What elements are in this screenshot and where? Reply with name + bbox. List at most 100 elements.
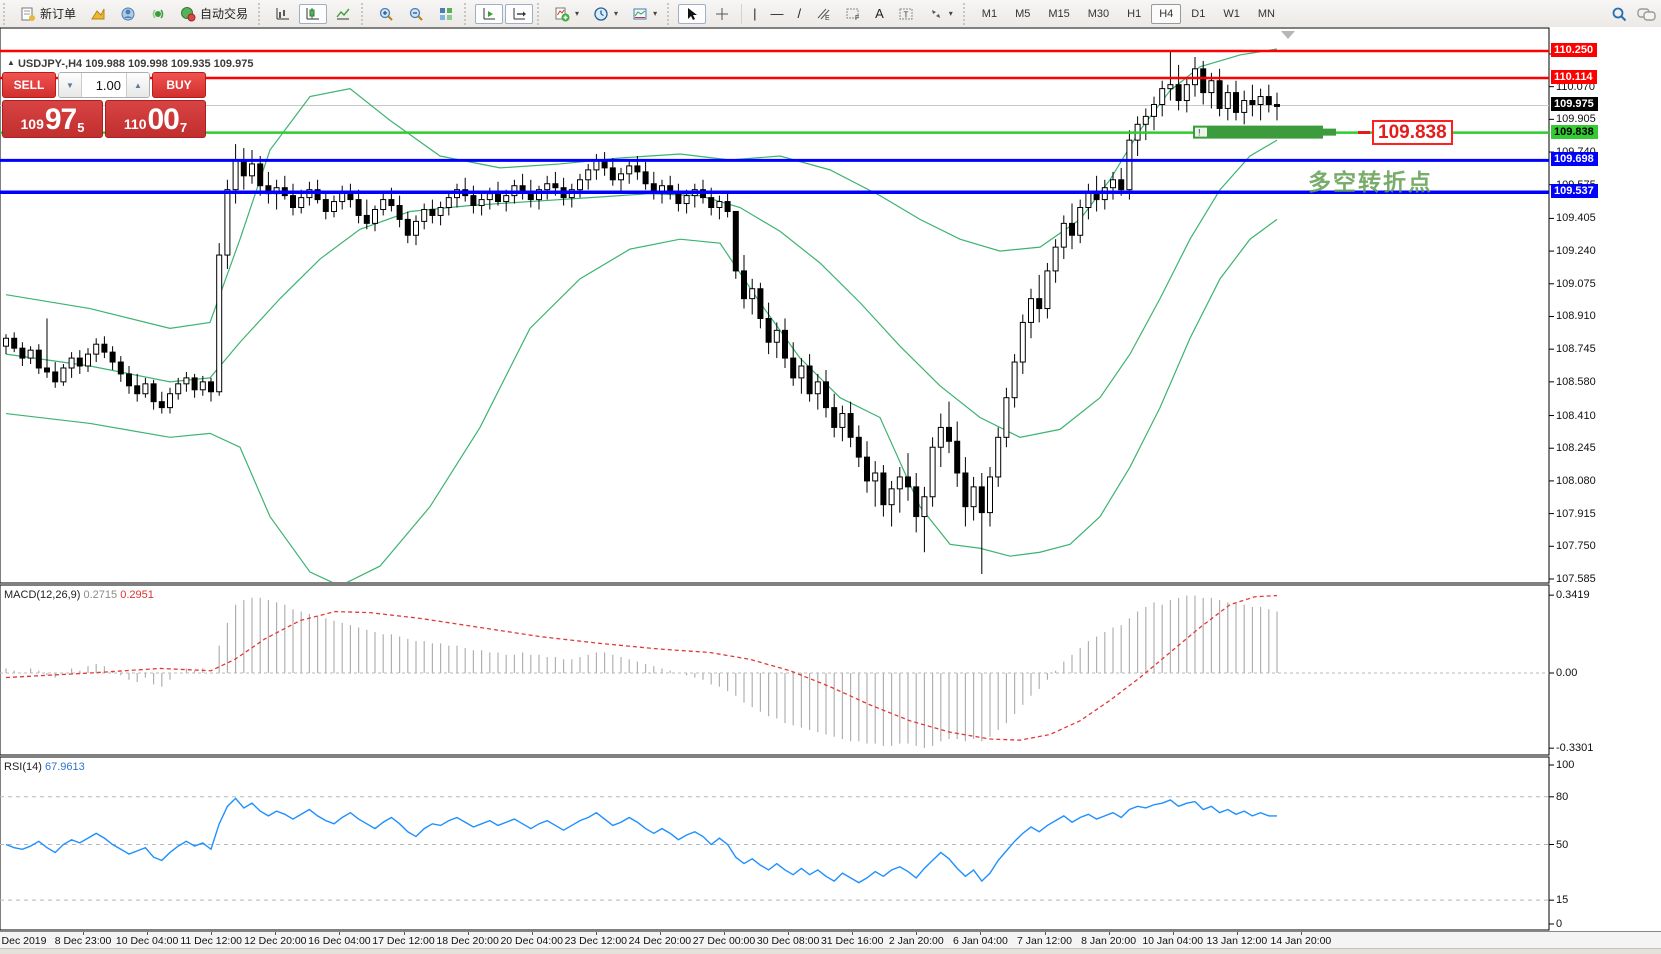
volume-value[interactable]: 1.00 xyxy=(95,77,121,93)
periods-button[interactable]: ▾ xyxy=(587,4,624,24)
date-tick-label: 13 Jan 12:00 xyxy=(1206,935,1268,947)
candle-down xyxy=(191,377,198,391)
timeframe-m30-button[interactable]: M30 xyxy=(1087,7,1110,20)
market-watch-button[interactable] xyxy=(84,4,112,24)
timeframe-m15-button[interactable]: M15 xyxy=(1048,7,1070,20)
candle-down xyxy=(913,486,920,518)
tile-windows-button[interactable] xyxy=(432,4,460,24)
chart-shift-button[interactable] xyxy=(505,3,534,24)
quote-line: ▲ USDJPY-,H4 109.988 109.998 109.935 109… xyxy=(7,58,253,70)
auto-trading-label: 自动交易 xyxy=(200,7,249,21)
text-button[interactable]: A xyxy=(869,4,890,24)
fibonacci-button[interactable]: E xyxy=(809,4,837,24)
candle-up xyxy=(1208,80,1215,94)
timeframe-w1-button[interactable]: W1 xyxy=(1223,7,1240,20)
line-chart-icon xyxy=(335,6,351,22)
search-icon[interactable] xyxy=(1611,6,1627,22)
timeframe-h1-button[interactable]: H1 xyxy=(1127,7,1142,20)
chart-shift-icon xyxy=(511,6,527,22)
buy-price-button[interactable]: 110 00 7 xyxy=(105,100,206,138)
candle-down xyxy=(1216,80,1223,109)
templates-button[interactable]: ▾ xyxy=(626,4,663,24)
price-tick-label: 109.905 xyxy=(1556,113,1596,126)
date-tick-label: 8 Jan 20:00 xyxy=(1081,935,1137,947)
date-tick-mark xyxy=(1236,932,1238,935)
text-label-button[interactable]: T xyxy=(892,4,920,24)
price-tick-label: 109.075 xyxy=(1556,277,1596,290)
supply-zone[interactable]: ! xyxy=(1193,125,1336,139)
rsi-tick-label: 0 xyxy=(1556,918,1563,930)
bollinger-middle xyxy=(5,139,1278,438)
candle-down xyxy=(650,183,657,193)
signals-button[interactable] xyxy=(144,4,172,24)
timeframe-m5-button[interactable]: M5 xyxy=(1015,7,1031,20)
main-pane[interactable] xyxy=(0,27,1550,584)
date-tick-mark xyxy=(1172,932,1174,935)
bull-bear-turning-point-annotation[interactable]: 多空转折点 xyxy=(1308,169,1433,195)
buy-button[interactable]: BUY xyxy=(152,72,206,98)
crosshair-button[interactable] xyxy=(708,4,736,24)
date-tick-mark xyxy=(211,932,213,935)
zoom-in-button[interactable] xyxy=(372,4,400,24)
sell-button[interactable]: SELL xyxy=(2,72,56,98)
toolbar-grip xyxy=(962,2,970,25)
trendline-button[interactable]: / xyxy=(791,4,807,24)
date-tick-mark xyxy=(980,932,982,935)
horizontal-line-button[interactable]: — xyxy=(764,4,789,24)
candle-up xyxy=(445,197,452,209)
macd-pane[interactable] xyxy=(0,584,1550,756)
chat-icon[interactable] xyxy=(1637,6,1656,22)
candle-down xyxy=(240,159,247,177)
rsi-pane[interactable] xyxy=(0,756,1550,931)
date-tick-label: 12 Dec 20:00 xyxy=(244,935,307,947)
channels-button[interactable]: F xyxy=(839,4,867,24)
chart-area[interactable]: ! ▲ USDJPY-,H4 109.988 109.998 109.935 1… xyxy=(0,27,1661,954)
date-tick-mark xyxy=(852,932,854,935)
bar-chart-button[interactable] xyxy=(269,4,297,24)
indicators-button[interactable]: ▾ xyxy=(548,4,585,24)
candle-down xyxy=(855,436,862,458)
market-watch-icon xyxy=(90,6,106,22)
candle-down xyxy=(954,440,961,474)
rsi-name: RSI(14) xyxy=(4,761,42,773)
date-tick-mark xyxy=(595,932,597,935)
auto-scroll-button[interactable] xyxy=(475,3,504,24)
date-axis[interactable]: Dec 2019 8 Dec 23:00 10 Dec 04:00 11 Dec 12… xyxy=(0,931,1661,949)
chart-canvas[interactable]: ! xyxy=(0,27,1661,954)
arrows-button[interactable]: ▾ xyxy=(922,4,959,24)
volume-increase-button[interactable]: ▲ xyxy=(126,73,149,97)
volume-decrease-button[interactable]: ▼ xyxy=(59,73,82,97)
zoom-out-button[interactable] xyxy=(402,4,430,24)
date-tick-label: 8 Dec 23:00 xyxy=(54,935,112,947)
sell-price-button[interactable]: 109 97 5 xyxy=(2,100,103,138)
rsi-tick-label: 50 xyxy=(1556,838,1569,851)
navigator-icon xyxy=(120,6,136,22)
buy-price-prefix: 110 xyxy=(123,116,147,132)
rsi-tick-label: 15 xyxy=(1556,894,1569,907)
navigator-button[interactable] xyxy=(114,4,142,24)
candle-up xyxy=(1151,103,1157,117)
candle-up xyxy=(839,413,846,428)
timeframe-mn-button[interactable]: MN xyxy=(1257,7,1275,20)
timeframe-d1-button[interactable]: D1 xyxy=(1191,7,1206,20)
candle-up xyxy=(1167,84,1174,90)
price-flag-label[interactable]: 109.838 xyxy=(1372,120,1453,145)
price-flag-connector xyxy=(1358,131,1370,135)
auto-trading-button[interactable]: 自动交易 xyxy=(174,4,254,24)
candle-down xyxy=(19,347,26,359)
price-tick-label: 107.750 xyxy=(1556,540,1596,553)
buy-price-sup: 7 xyxy=(179,120,188,135)
candlestick-chart-button[interactable] xyxy=(299,3,328,24)
line-chart-button[interactable] xyxy=(329,4,357,24)
cursor-button[interactable] xyxy=(678,3,707,24)
vertical-line-button[interactable]: | xyxy=(747,4,762,24)
chart-shift-marker-icon[interactable] xyxy=(1281,31,1295,39)
candle-up xyxy=(486,193,493,201)
candle-up xyxy=(175,383,182,395)
timeframe-h4-button[interactable]: H4 xyxy=(1151,3,1182,24)
new-order-button[interactable]: 新订单 xyxy=(14,4,82,24)
timeframe-m1-button[interactable]: M1 xyxy=(981,7,998,20)
date-tick-label: 14 Jan 20:00 xyxy=(1270,935,1332,947)
candle-down xyxy=(1265,96,1272,105)
candle-down xyxy=(642,171,649,185)
